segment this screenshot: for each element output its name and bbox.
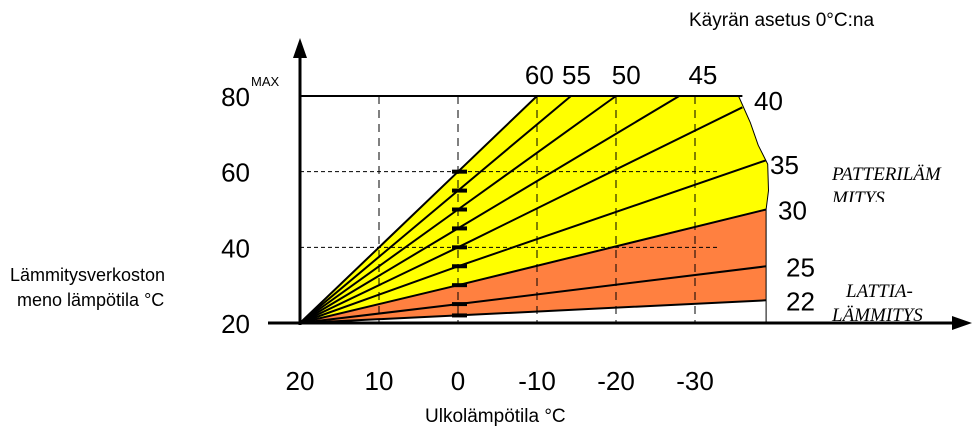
- x-tick-label: 20: [286, 366, 315, 396]
- y-tick-label: 60: [221, 158, 250, 188]
- y-tick-label: 80: [221, 82, 250, 112]
- x-axis-arrow: [952, 316, 972, 330]
- y-axis-label-line2: meno lämpötila °C: [17, 290, 165, 310]
- y-axis-label-line1: Lämmitysverkoston: [10, 265, 166, 285]
- y-tick-label: 20: [221, 309, 250, 339]
- y-axis-arrow: [293, 38, 307, 58]
- chart-labels: 20 40 60 80 20 10 0 -10 -20 -30 60 55 50 45 40 35 30 25 22: [221, 60, 815, 396]
- x-tick-label: 10: [365, 366, 394, 396]
- series-label-45: 45: [688, 60, 717, 90]
- x-axis-label: Ulkolämpötila °C: [425, 406, 566, 427]
- x-tick-label: 0: [451, 366, 465, 396]
- zone-label-floor-line2: LÄMMITYS: [832, 305, 923, 326]
- series-label-55: 55: [562, 60, 591, 90]
- axes: [268, 38, 972, 330]
- x-tick-label: -20: [597, 366, 635, 396]
- zone-label-floor-line1: LATTIA-: [846, 281, 913, 302]
- series-label-35: 35: [770, 150, 799, 180]
- x-tick-label: -10: [518, 366, 556, 396]
- zone-label-radiator-line1: PATTERILÄM: [832, 164, 941, 185]
- curve-lines: [299, 95, 767, 324]
- series-label-25: 25: [786, 252, 815, 282]
- zone-fill-floor: [300, 209, 767, 323]
- series-label-40: 40: [754, 86, 783, 116]
- x-tick-label: -30: [676, 366, 714, 396]
- max-label: MAX: [251, 74, 280, 89]
- chart-title: Käyrän asetus 0°C:na: [689, 10, 875, 31]
- series-label-30: 30: [778, 196, 807, 226]
- series-label-50: 50: [612, 60, 641, 90]
- zone-label-radiator-line2: MITYS: [832, 188, 885, 202]
- y-tick-label: 40: [221, 233, 250, 263]
- series-label-22: 22: [786, 286, 815, 316]
- series-label-60: 60: [525, 60, 554, 90]
